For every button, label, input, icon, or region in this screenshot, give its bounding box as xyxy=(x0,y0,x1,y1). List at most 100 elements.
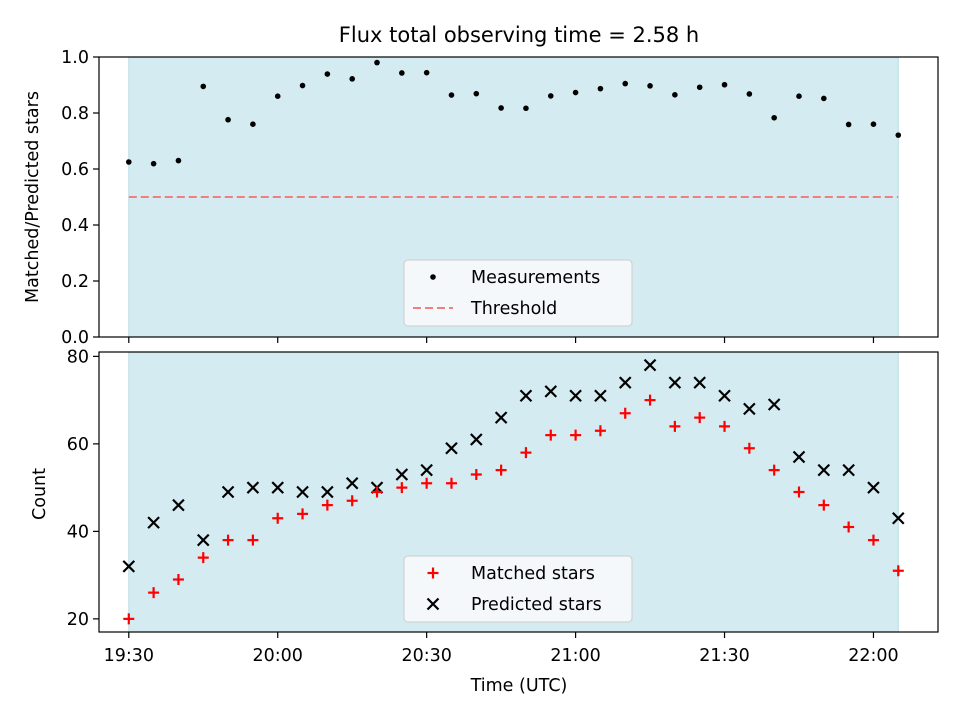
ratio-y-ticks: 0.0 0.2 0.4 0.6 0.8 1.0 xyxy=(61,48,99,348)
matched-point xyxy=(470,469,482,480)
predicted-point-stroke xyxy=(569,389,582,403)
predicted-point-stroke xyxy=(668,376,682,389)
matched-point xyxy=(545,429,557,441)
count-points xyxy=(122,358,905,625)
measurement-point xyxy=(721,81,728,88)
matched-point xyxy=(570,429,582,441)
measurement-point xyxy=(423,69,430,76)
x-tick-label: 21:00 xyxy=(550,646,600,666)
x-tick-label: 22:00 xyxy=(848,646,898,666)
matched-point xyxy=(197,552,209,564)
y-tick-label: 0.2 xyxy=(61,272,89,292)
predicted-point xyxy=(221,485,235,499)
ratio-legend: Measurements Threshold xyxy=(403,259,633,327)
y-tick-label: 40 xyxy=(67,522,89,542)
x-tick-label: 20:30 xyxy=(401,646,451,666)
measurement-point xyxy=(845,121,852,128)
predicted-point xyxy=(246,481,260,494)
predicted-point-stroke xyxy=(470,433,483,446)
predicted-point-stroke xyxy=(445,441,458,455)
predicted-point-stroke xyxy=(420,463,433,477)
matched-point xyxy=(719,420,731,432)
y-tick-label: 0.0 xyxy=(61,328,89,348)
matched-point xyxy=(172,574,184,585)
measurement-point xyxy=(399,70,405,76)
predicted-point xyxy=(693,376,706,389)
matched-point xyxy=(669,420,681,432)
predicted-point-stroke xyxy=(544,385,558,398)
predicted-point-stroke xyxy=(196,533,210,547)
matched-point xyxy=(644,394,656,406)
predicted-point xyxy=(172,498,185,512)
legend-plus xyxy=(427,567,439,579)
predicted-point xyxy=(519,389,533,403)
y-tick-label: 20 xyxy=(67,610,89,630)
matched-point xyxy=(421,477,433,489)
predicted-point-stroke xyxy=(271,481,284,494)
y-tick-label: 1.0 xyxy=(61,48,89,68)
predicted-point-stroke xyxy=(792,450,806,464)
predicted-point xyxy=(618,376,632,389)
matched-point xyxy=(346,495,358,507)
ratio-y-axis-label: Matched/Predicted stars xyxy=(23,91,43,303)
count-x-axis-label: Time (UTC) xyxy=(470,676,568,696)
measurement-point xyxy=(622,80,629,87)
predicted-point xyxy=(271,481,284,494)
matched-point xyxy=(867,534,879,546)
predicted-point xyxy=(445,441,458,455)
predicted-point-stroke xyxy=(395,468,409,481)
predicted-point xyxy=(643,358,657,372)
count-y-ticks: 20 40 60 80 xyxy=(67,347,99,630)
matched-point xyxy=(619,407,631,419)
predicted-point xyxy=(718,389,731,403)
measurement-point xyxy=(672,92,678,98)
predicted-point xyxy=(196,533,210,547)
legend-matched-marker xyxy=(427,567,439,579)
matched-point xyxy=(371,486,383,498)
count-x-ticks: 19:30 20:00 20:30 21:00 21:30 22:00 xyxy=(104,632,899,666)
predicted-point-stroke xyxy=(767,398,781,411)
matched-point xyxy=(222,534,234,546)
matched-point xyxy=(445,477,457,489)
predicted-point-stroke xyxy=(122,560,136,573)
predicted-point-stroke xyxy=(594,389,607,403)
predicted-point-stroke xyxy=(743,402,756,416)
predicted-point-stroke xyxy=(867,481,880,494)
predicted-point xyxy=(867,481,880,494)
y-tick-label: 0.8 xyxy=(61,104,89,124)
matched-point xyxy=(793,486,805,498)
measurement-point xyxy=(175,157,182,164)
measurement-point xyxy=(225,116,231,123)
predicted-point xyxy=(395,468,409,481)
matched-point xyxy=(743,442,755,454)
legend-measurements-marker xyxy=(430,274,436,280)
measurement-point xyxy=(125,159,132,165)
predicted-point-stroke xyxy=(172,498,185,512)
predicted-point-stroke xyxy=(718,389,731,403)
measurement-point xyxy=(647,83,653,89)
matched-point xyxy=(495,464,507,476)
predicted-point-stroke xyxy=(246,481,260,494)
count-legend-box xyxy=(403,555,633,623)
predicted-point xyxy=(892,511,905,525)
predicted-point xyxy=(420,463,433,477)
measurement-point xyxy=(870,121,877,127)
measurement-point xyxy=(250,121,256,127)
measurement-point xyxy=(498,105,504,111)
predicted-point-stroke xyxy=(693,376,706,389)
legend-cross-stroke xyxy=(426,597,440,611)
legend-threshold-label: Threshold xyxy=(470,299,557,319)
predicted-point xyxy=(842,463,855,477)
predicted-point-stroke xyxy=(817,463,831,477)
matched-point xyxy=(694,412,706,424)
x-tick-label: 21:30 xyxy=(699,646,749,666)
measurement-point xyxy=(895,132,902,138)
predicted-point-stroke xyxy=(296,485,309,499)
ratio-plot-frame xyxy=(98,56,939,338)
legend-measurements-label: Measurements xyxy=(471,268,600,288)
measurement-point xyxy=(374,59,380,66)
predicted-point xyxy=(147,516,160,529)
matched-point xyxy=(247,534,259,546)
